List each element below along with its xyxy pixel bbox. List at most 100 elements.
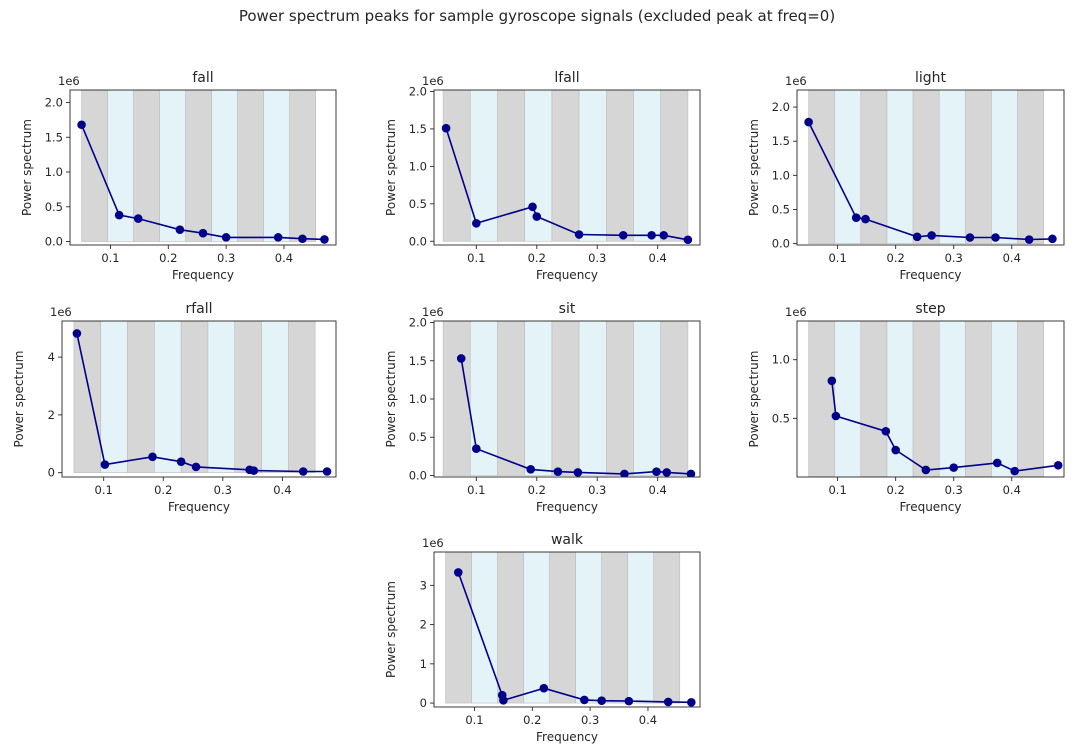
data-point (499, 696, 508, 705)
frequency-band (211, 90, 238, 242)
data-point (949, 463, 959, 472)
y-axis-label: Power spectrum (384, 581, 398, 678)
axes-frame (69, 89, 337, 246)
data-point (453, 568, 463, 577)
subplot-title: fall (192, 70, 213, 86)
x-tick-label: 0.3 (945, 251, 963, 265)
frequency-band (551, 321, 580, 476)
data-point (921, 465, 931, 475)
frequency-band (938, 321, 966, 477)
y-tick-label: 2 (48, 408, 55, 422)
plot-area (808, 321, 1063, 477)
x-tick-label: 0.4 (273, 483, 291, 497)
data-point (322, 467, 332, 476)
y-offset-label: 1e6 (785, 305, 807, 319)
x-tick-label: 0.2 (523, 713, 541, 727)
data-point (553, 467, 563, 476)
data-point (539, 683, 549, 693)
x-tick-label: 0.2 (154, 483, 172, 497)
data-point (1010, 466, 1019, 476)
frequency-band (605, 321, 634, 476)
x-tick-label: 0.4 (649, 251, 667, 265)
frequency-band (912, 90, 940, 244)
subplot-fall: 0.1 0.2 0.3 0.4 0.0 0.5 1.0 1.5 2.0 fall Frequency… (20, 70, 337, 282)
frequency-band (575, 552, 602, 704)
y-tick-label: 1.0 (409, 159, 427, 173)
frequency-band (497, 552, 524, 704)
frequency-band (100, 321, 128, 473)
y-tick-label: 0.5 (409, 430, 427, 444)
frequency-band (127, 321, 155, 473)
y-tick-label: 1.5 (409, 354, 427, 368)
y-tick-label: 0.0 (409, 234, 427, 248)
subplot-title: step (915, 301, 945, 317)
y-tick-label: 1.5 (772, 134, 790, 148)
frequency-band (524, 321, 553, 476)
data-point (298, 467, 308, 476)
y-tick-label: 2.0 (409, 316, 427, 330)
frequency-band (523, 552, 550, 704)
data-point (573, 468, 583, 477)
data-point (618, 230, 628, 240)
y-tick-label: 0.5 (45, 200, 63, 214)
y-tick-label: 0 (48, 466, 55, 480)
frequency-band (1017, 321, 1044, 477)
y-tick-label: 2.0 (45, 96, 63, 110)
frequency-band (445, 552, 472, 704)
x-axis-label: Frequency (536, 730, 598, 744)
x-axis-label: Frequency (536, 268, 598, 282)
y-tick-label: 0.5 (772, 202, 790, 216)
x-tick-label: 0.3 (588, 483, 606, 497)
data-point (662, 468, 672, 477)
frequency-band (660, 321, 689, 476)
frequency-band (834, 321, 862, 477)
y-tick-label: 1.5 (409, 122, 427, 136)
frequency-band (73, 321, 102, 473)
subplot-title: sit (559, 301, 576, 317)
data-point (148, 452, 157, 462)
x-tick-label: 0.1 (828, 251, 846, 265)
x-tick-label: 0.2 (528, 251, 546, 265)
y-offset-label: 1e6 (422, 305, 444, 319)
frequency-band (965, 90, 992, 244)
x-tick-label: 0.4 (1003, 483, 1021, 497)
frequency-band (860, 321, 888, 477)
y-tick-label: 1.0 (772, 353, 790, 367)
frequency-band (289, 90, 317, 242)
data-point (456, 354, 466, 363)
data-point (574, 230, 584, 239)
y-axis-label: Power spectrum (12, 351, 26, 448)
plot-area (442, 321, 696, 477)
x-tick-label: 0.4 (649, 483, 667, 497)
y-tick-label: 2.0 (772, 100, 790, 114)
x-tick-label: 0.2 (159, 251, 177, 265)
data-point (597, 696, 606, 706)
frequency-band (578, 90, 607, 242)
data-point (298, 234, 307, 244)
frequency-band (912, 321, 940, 477)
x-tick-label: 0.1 (828, 483, 846, 497)
data-point (683, 235, 693, 245)
x-tick-label: 0.4 (275, 251, 293, 265)
data-point (881, 426, 891, 436)
data-point (861, 214, 870, 224)
frequency-band (633, 321, 662, 476)
axes-frame (796, 320, 1065, 478)
frequency-band (808, 321, 836, 477)
subplot-title: walk (551, 532, 584, 548)
data-point (624, 696, 634, 706)
x-tick-label: 0.1 (467, 251, 485, 265)
data-point (320, 235, 329, 244)
plot-area (445, 552, 696, 707)
frequency-band (886, 90, 914, 244)
subplot-light: 0.1 0.2 0.3 0.4 0.0 0.5 1.0 1.5 2.0 light Frequenc… (747, 70, 1065, 282)
x-axis-label: Frequency (536, 500, 598, 514)
data-point (77, 120, 86, 130)
frequency-band (159, 90, 186, 242)
y-tick-label: 2 (420, 618, 427, 632)
subplot-title: light (915, 70, 947, 86)
data-point (1053, 460, 1063, 470)
data-point (114, 210, 124, 220)
axes-frame (61, 320, 337, 478)
frequency-band (288, 321, 316, 473)
